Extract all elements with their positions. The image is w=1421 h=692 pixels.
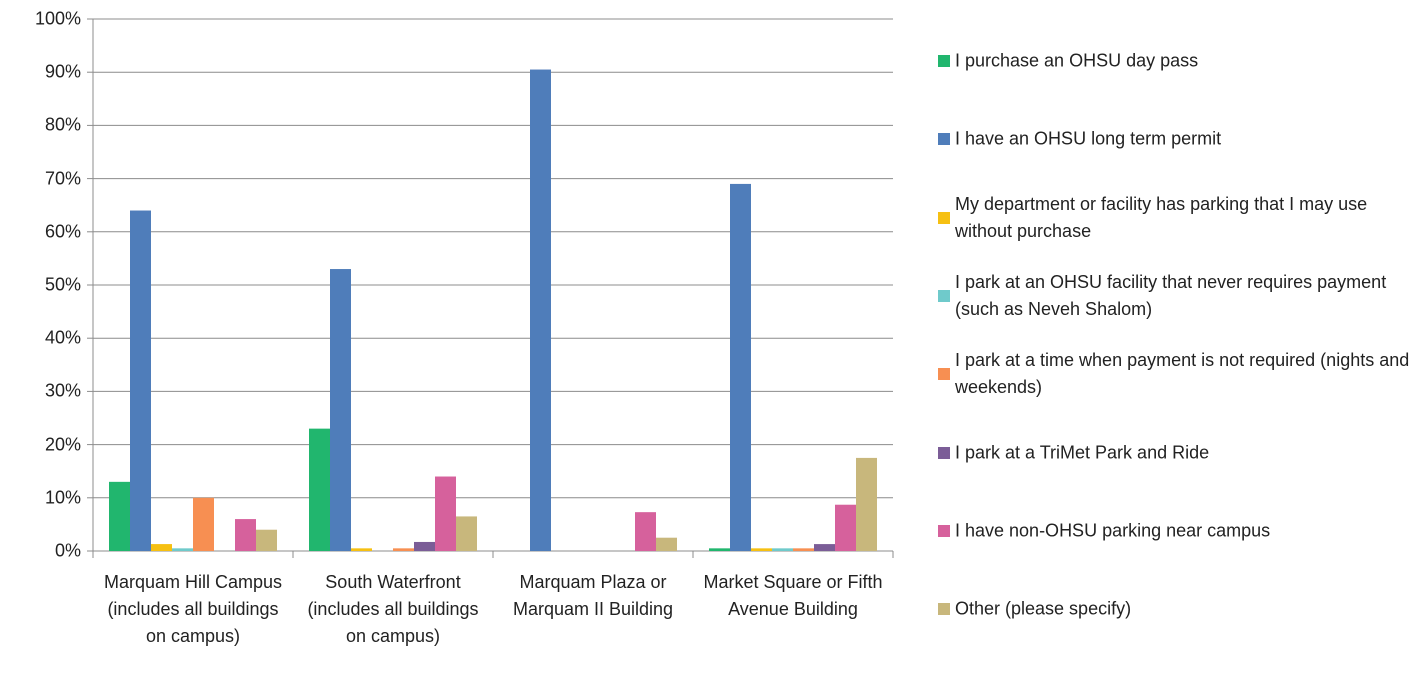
- bar: [256, 529, 277, 551]
- bar: [309, 428, 330, 551]
- bar: [730, 183, 751, 552]
- legend-swatch: [938, 55, 950, 67]
- legend-swatch: [938, 368, 950, 381]
- bar: [330, 269, 351, 551]
- bar: [435, 476, 456, 551]
- bar: [772, 548, 793, 551]
- bar: [530, 69, 551, 551]
- y-tick-label: 20%: [44, 434, 81, 455]
- bar: [709, 548, 730, 551]
- bar: [656, 537, 677, 551]
- legend-label: I have an OHSU long term permit: [955, 128, 1222, 149]
- legend-swatch: [938, 603, 950, 616]
- y-tick-label: 70%: [44, 168, 81, 189]
- legend-swatch: [938, 133, 950, 146]
- bar: [456, 516, 477, 551]
- y-tick-label: 90%: [44, 61, 81, 82]
- bar: [635, 512, 656, 551]
- bar: [393, 548, 414, 551]
- x-tick-label: Marquam Plaza or Marquam II Building: [512, 572, 674, 619]
- bar: [351, 548, 372, 551]
- x-tick-label: Marquam Hill Campus (includes all buildi…: [103, 572, 283, 646]
- x-tick-label: Market Square or Fifth Avenue Building: [703, 572, 883, 619]
- bar: [793, 548, 814, 551]
- y-tick-label: 10%: [44, 487, 81, 508]
- y-tick-label: 80%: [44, 114, 81, 135]
- y-tick-label: 60%: [44, 221, 81, 242]
- y-tick-label: 40%: [44, 327, 81, 348]
- legend-swatch: [938, 446, 950, 459]
- bar: [751, 548, 772, 551]
- bar: [151, 544, 172, 551]
- legend-label: Other (please specify): [955, 598, 1132, 619]
- y-tick-label: 30%: [44, 380, 81, 401]
- bar: [814, 544, 835, 551]
- y-tick-label: 0%: [54, 540, 81, 561]
- legend-label: I park at a TriMet Park and Ride: [955, 442, 1210, 462]
- y-tick-label: 100%: [34, 8, 81, 29]
- bar: [130, 210, 151, 551]
- bar: [109, 481, 130, 551]
- bar: [414, 541, 435, 551]
- bar: [172, 548, 193, 551]
- bar: [193, 497, 214, 551]
- x-tick-label: South Waterfront (includes all buildings…: [307, 572, 479, 646]
- legend-label: I park at an OHSU facility that never re…: [955, 271, 1387, 319]
- legend-label: I have non-OHSU parking near campus: [955, 520, 1271, 541]
- legend-swatch: [938, 289, 950, 302]
- bar: [835, 504, 856, 551]
- legend-label: I park at a time when payment is not req…: [955, 350, 1410, 398]
- y-tick-label: 50%: [44, 274, 81, 295]
- legend-swatch: [938, 211, 950, 224]
- bar: [235, 519, 256, 551]
- legend-swatch: [938, 524, 950, 537]
- legend-label: I purchase an OHSU day pass: [955, 50, 1199, 71]
- bar: [856, 457, 877, 551]
- legend-label: My department or facility has parking th…: [955, 193, 1368, 241]
